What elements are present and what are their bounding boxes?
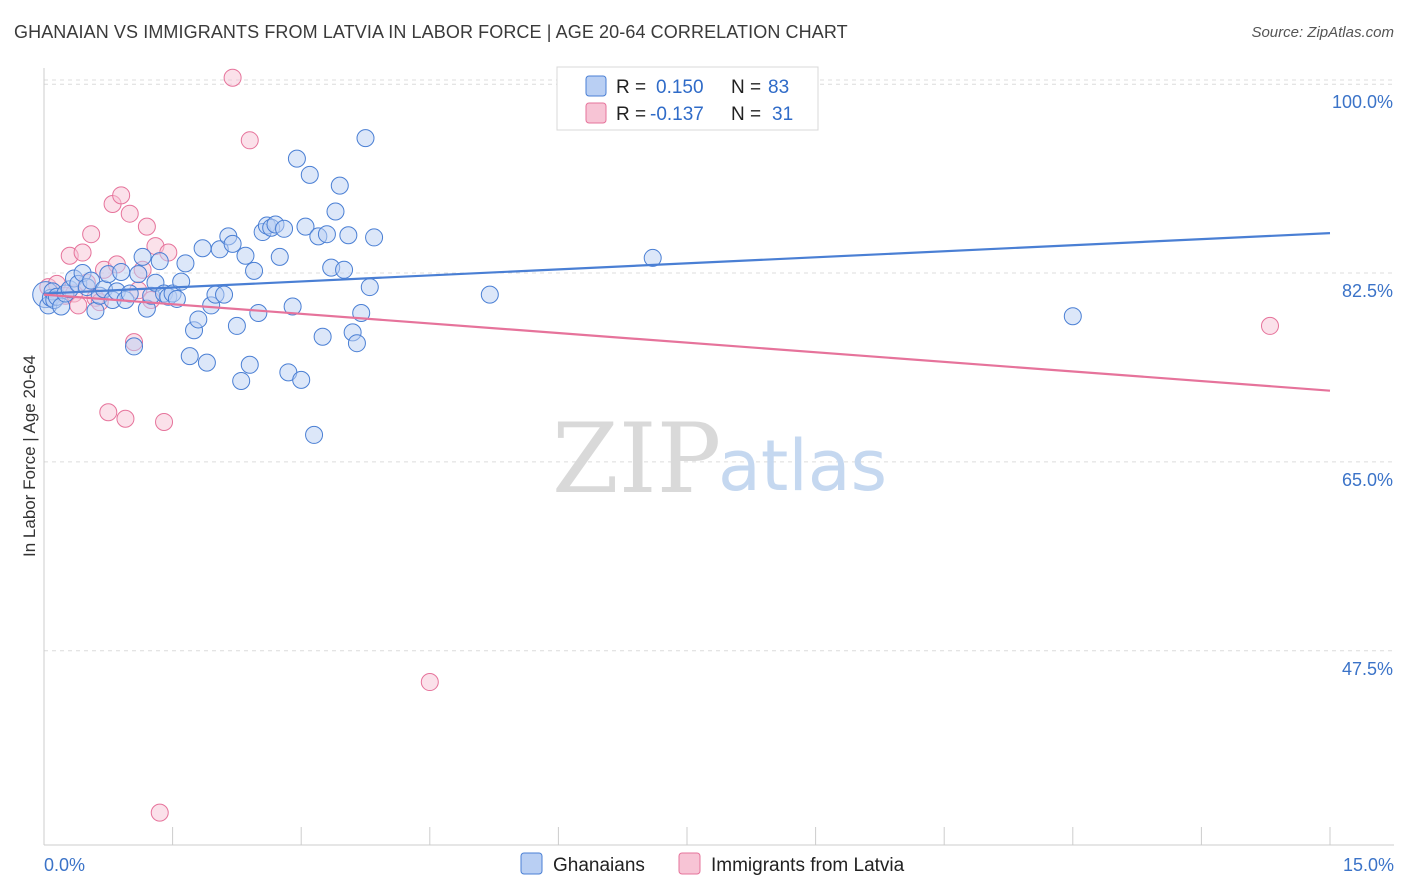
latvia-point-15 <box>112 186 131 205</box>
latvia-point-27 <box>223 68 242 87</box>
legend-n-label-1: N = <box>731 77 761 98</box>
ghanaians-point-50 <box>240 355 259 374</box>
latvia-point-21 <box>137 217 156 236</box>
ghanaians-point-23 <box>125 337 144 356</box>
ghanaians-point-29 <box>150 252 169 271</box>
ghanaians-point-68 <box>317 225 336 244</box>
ghanaians-point-20 <box>112 262 131 281</box>
latvia-point-6 <box>73 243 92 262</box>
latvia-point-28 <box>240 131 259 150</box>
latvia-point-29 <box>420 673 439 692</box>
legend-r-label-1: R = <box>616 77 646 98</box>
ghanaians-point-49 <box>236 246 255 265</box>
bottom-legend: Ghanaians Immigrants from Latvia <box>520 852 905 876</box>
legend-swatch-pink <box>585 102 607 124</box>
y-tick-labels: 47.5% 65.0% 82.5% 100.0% <box>1332 92 1393 679</box>
latvia-point-30 <box>1260 316 1279 335</box>
ghanaians-point-44 <box>215 285 234 304</box>
ghanaians-point-63 <box>296 217 315 236</box>
ghanaians-point-58 <box>275 219 294 238</box>
legend-r-value-1: 0.150 <box>656 77 704 98</box>
y-tick-label-0: 47.5% <box>1342 659 1393 679</box>
ghanaians-point-71 <box>330 176 349 195</box>
latvia-point-16 <box>116 409 135 428</box>
x-tick-label-min: 0.0% <box>44 855 85 875</box>
ghanaians-point-52 <box>249 303 268 322</box>
latvia-point-8 <box>82 225 101 244</box>
y-tick-label-1: 65.0% <box>1342 470 1393 490</box>
ghanaians-point-65 <box>305 425 324 444</box>
ghanaians-point-24 <box>129 265 148 284</box>
y-tick-label-3: 100.0% <box>1332 92 1393 112</box>
ghanaians-point-51 <box>245 261 264 280</box>
watermark-zip: ZIP <box>552 403 721 515</box>
ghanaians-point-81 <box>643 248 662 267</box>
y-tick-label-2: 82.5% <box>1342 281 1393 301</box>
latvia-point-17 <box>120 204 139 223</box>
watermark-atlas: atlas <box>718 425 887 507</box>
legend-n-value-2: 31 <box>772 104 793 125</box>
ghanaians-point-79 <box>365 228 384 247</box>
x-ticks <box>43 827 1331 845</box>
ghanaians-point-46 <box>223 234 242 253</box>
chart-title: GHANAIAN VS IMMIGRANTS FROM LATVIA IN LA… <box>14 22 848 42</box>
ghanaians-point-73 <box>339 226 358 245</box>
bottom-legend-label-latvia: Immigrants from Latvia <box>711 855 905 876</box>
legend-n-value-1: 83 <box>768 77 789 98</box>
ghanaians-point-25 <box>133 247 152 266</box>
ghanaians-point-35 <box>176 254 195 273</box>
top-legend: R = 0.150 N = 83 R = -0.137 N = 31 <box>556 66 819 131</box>
ghanaians-point-57 <box>270 247 289 266</box>
ghanaians-point-72 <box>335 260 354 279</box>
ghanaians-point-64 <box>300 165 319 184</box>
ghanaians-point-48 <box>232 371 251 390</box>
legend-r-value-2: -0.137 <box>650 104 704 125</box>
ghanaians-point-62 <box>292 370 311 389</box>
legend-r-label-2: R = <box>616 104 646 125</box>
ghanaians-point-60 <box>283 297 302 316</box>
y-axis-label: In Labor Force | Age 20-64 <box>20 355 39 557</box>
source-label: Source: ZipAtlas.com <box>1251 24 1394 41</box>
ghanaians-point-14 <box>86 301 105 320</box>
bottom-legend-label-ghanaians: Ghanaians <box>553 855 645 876</box>
ghanaians-point-75 <box>347 334 366 353</box>
ghanaians-point-80 <box>480 285 499 304</box>
bottom-legend-swatch-blue <box>520 852 543 875</box>
ghanaians-point-13 <box>82 271 101 290</box>
ghanaians-point-77 <box>356 129 375 148</box>
latvia-point-24 <box>150 803 169 822</box>
ghanaians-point-39 <box>193 239 212 258</box>
watermark: ZIP atlas <box>552 403 887 515</box>
ghanaians-point-61 <box>287 149 306 168</box>
ghanaians-point-82 <box>1063 307 1082 326</box>
legend-swatch-blue <box>585 75 607 97</box>
ghanaians-point-36 <box>180 347 199 366</box>
ghanaians-point-38 <box>189 310 208 329</box>
latvia-trend-line <box>43 293 1331 392</box>
ghanaians-point-70 <box>326 202 345 221</box>
ghanaians-point-67 <box>313 327 332 346</box>
ghanaians-point-47 <box>227 316 246 335</box>
ghanaians-point-78 <box>360 278 379 297</box>
bottom-legend-swatch-pink <box>678 852 701 875</box>
latvia-point-5 <box>69 296 88 315</box>
ghanaians-trend-line <box>43 232 1331 295</box>
latvia-point-25 <box>155 412 174 431</box>
legend-n-label-2: N = <box>731 104 761 125</box>
x-tick-label-max: 15.0% <box>1343 855 1394 875</box>
axes <box>43 68 1394 846</box>
latvia-point-12 <box>99 403 118 422</box>
trend-lines <box>43 232 1331 392</box>
ghanaians-point-40 <box>197 353 216 372</box>
